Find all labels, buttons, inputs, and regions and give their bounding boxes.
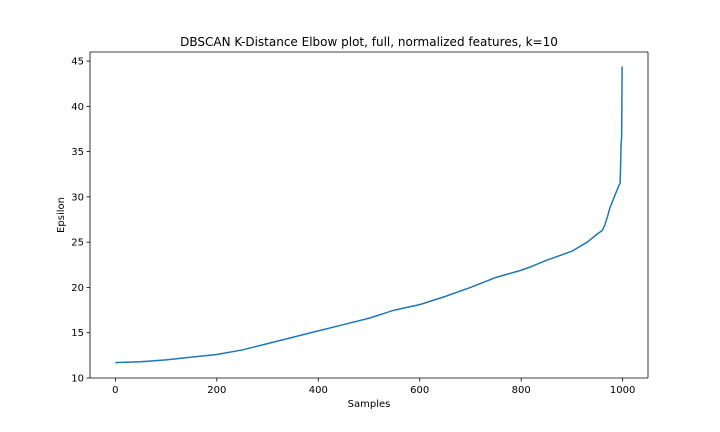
x-tick-label: 1000 (610, 385, 635, 396)
y-tick-label: 30 (71, 192, 84, 203)
x-axis-label: Samples (348, 399, 391, 410)
y-tick-label: 20 (71, 283, 84, 294)
y-tick-label: 15 (71, 328, 84, 339)
x-tick-label: 0 (112, 385, 118, 396)
x-tick-label: 800 (512, 385, 531, 396)
series-line (115, 66, 623, 364)
plot-area (90, 52, 648, 378)
y-tick-label: 45 (71, 57, 84, 68)
y-axis-ticks: 10 15 20 25 30 35 40 45 (71, 57, 90, 385)
x-tick-label: 600 (410, 385, 429, 396)
y-tick-label: 35 (71, 147, 84, 158)
axes-frame (89, 51, 649, 379)
y-tick-label: 10 (71, 374, 84, 385)
y-tick-label: 25 (71, 238, 84, 249)
chart-title: DBSCAN K-Distance Elbow plot, full, norm… (180, 35, 558, 49)
x-tick-label: 400 (309, 385, 328, 396)
x-axis-ticks: 0 200 400 600 800 1000 (112, 378, 635, 396)
y-tick-label: 40 (71, 102, 84, 113)
x-tick-label: 200 (207, 385, 226, 396)
y-axis-label: Epsilon (56, 197, 67, 233)
